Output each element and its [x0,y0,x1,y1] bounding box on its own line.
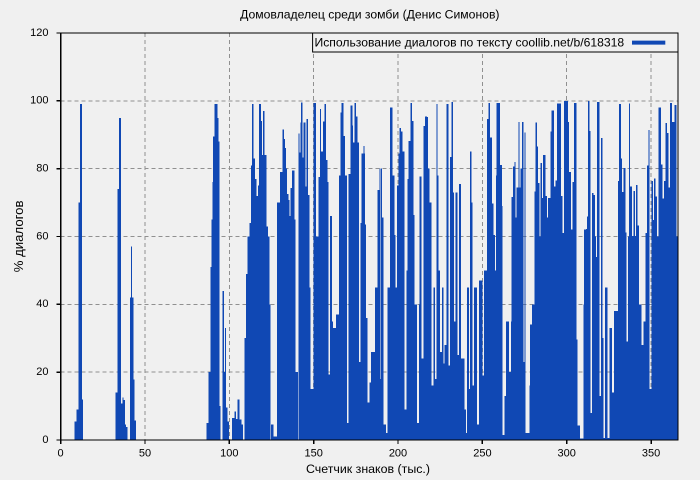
svg-text:% диалогов: % диалогов [11,200,26,272]
svg-text:100: 100 [30,95,48,107]
svg-text:120: 120 [30,27,48,39]
svg-text:Домовладелец среди зомби (Дени: Домовладелец среди зомби (Денис Симонов) [240,8,499,22]
svg-text:0: 0 [58,448,64,460]
svg-text:350: 350 [642,448,660,460]
svg-text:50: 50 [139,448,151,460]
svg-text:300: 300 [558,448,576,460]
svg-text:0: 0 [42,434,48,446]
svg-text:Счетчик знаков (тыс.): Счетчик знаков (тыс.) [306,462,430,476]
svg-text:Использование диалогов по текс: Использование диалогов по тексту coollib… [315,36,625,50]
svg-text:40: 40 [36,298,48,310]
svg-text:100: 100 [220,448,238,460]
svg-text:80: 80 [36,163,48,175]
svg-text:200: 200 [389,448,407,460]
svg-text:20: 20 [36,366,48,378]
svg-text:250: 250 [473,448,491,460]
svg-text:150: 150 [305,448,323,460]
svg-text:60: 60 [36,230,48,242]
